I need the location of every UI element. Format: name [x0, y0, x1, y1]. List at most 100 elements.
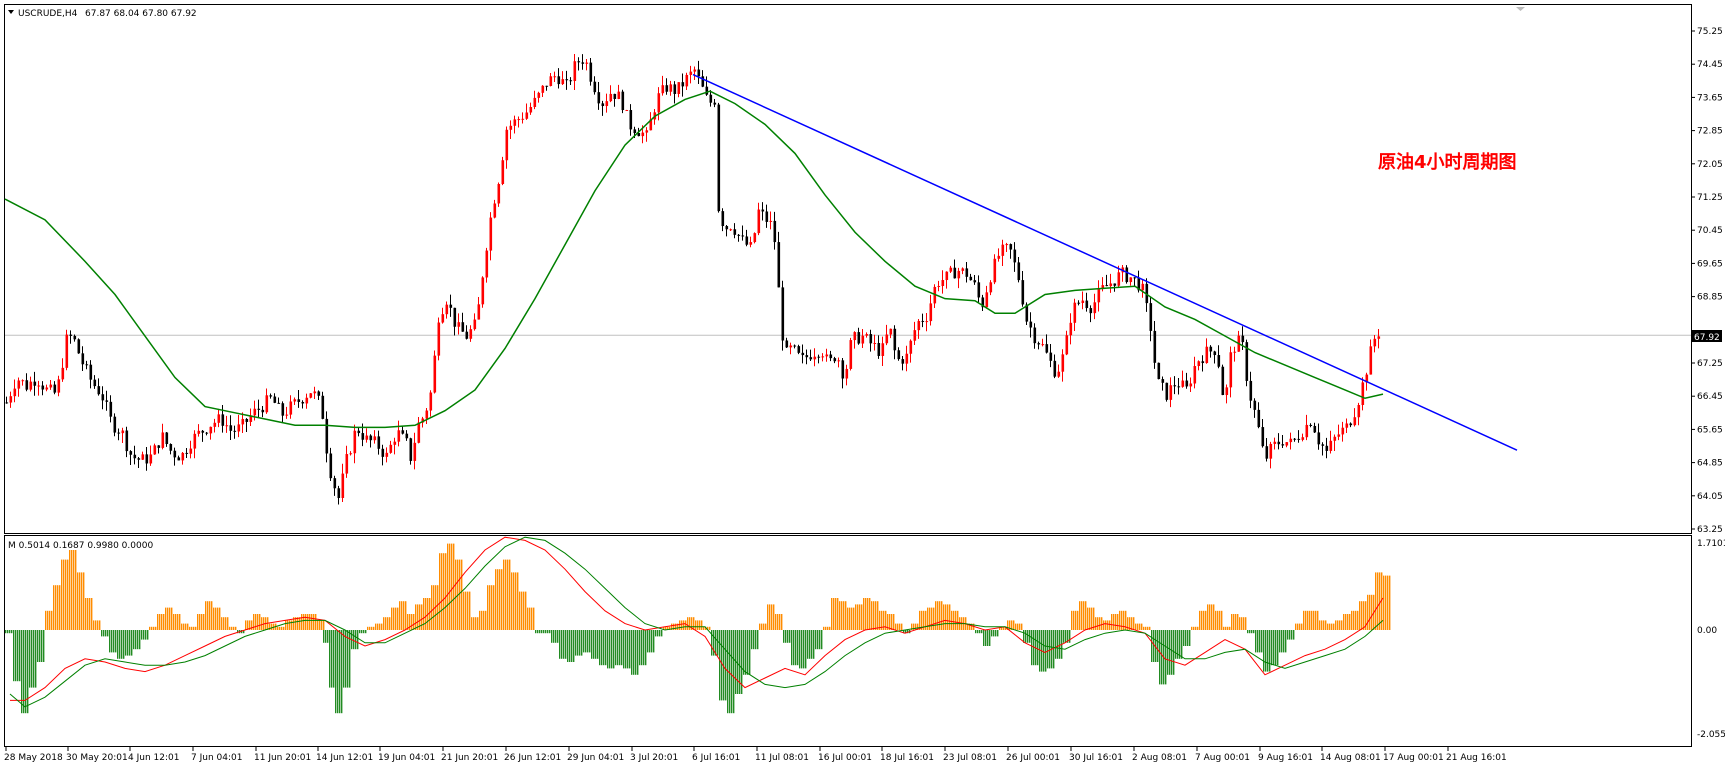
histogram-bar	[613, 630, 615, 669]
histogram-bar	[295, 617, 297, 630]
histogram-bar	[689, 617, 691, 630]
histogram-bar	[531, 607, 533, 630]
candle	[413, 432, 417, 470]
candle	[1105, 274, 1109, 287]
candle	[1017, 256, 1021, 283]
candle	[1093, 293, 1097, 320]
candle	[97, 378, 101, 396]
histogram-bar	[995, 630, 997, 637]
histogram-bar	[1213, 604, 1215, 630]
histogram-bar	[343, 630, 345, 688]
candle	[101, 386, 105, 410]
histogram-bar	[493, 585, 495, 630]
histogram-bar	[41, 630, 43, 662]
histogram-bar	[497, 569, 499, 630]
candle	[21, 379, 25, 386]
candle	[225, 415, 229, 433]
histogram-bar	[855, 604, 857, 630]
histogram-bar	[799, 630, 801, 669]
histogram-bar	[1329, 623, 1331, 630]
histogram-bar	[269, 623, 271, 630]
histogram-bar	[397, 607, 399, 630]
ohlc-values: 67.87 68.04 67.80 67.92	[85, 9, 197, 19]
histogram-bar	[929, 607, 931, 630]
histogram-bar	[1077, 610, 1079, 630]
histogram-bar	[153, 626, 155, 630]
trendline[interactable]	[692, 73, 1518, 451]
histogram-bar	[1201, 610, 1203, 630]
histogram-bar	[923, 610, 925, 630]
histogram-bar	[907, 630, 909, 634]
histogram-bar	[385, 617, 387, 630]
histogram-bar	[369, 626, 371, 630]
histogram-bar	[119, 630, 121, 659]
histogram-bar	[207, 601, 209, 630]
histogram-bar	[1089, 607, 1091, 630]
histogram-bar	[925, 610, 927, 630]
histogram-bar	[179, 614, 181, 630]
histogram-bar	[797, 630, 799, 666]
histogram-bar	[1377, 572, 1379, 630]
candle	[893, 325, 897, 360]
histogram-bar	[693, 617, 695, 630]
histogram-bar	[603, 630, 605, 666]
histogram-bar	[1271, 630, 1273, 666]
histogram-bar	[713, 630, 715, 656]
histogram-bar	[605, 630, 607, 666]
histogram-bar	[77, 572, 79, 630]
candle	[1297, 430, 1301, 443]
chart-shift-marker-icon[interactable]	[1516, 7, 1525, 11]
x-tick-label: 29 Jun 04:01	[567, 753, 624, 763]
candle	[165, 431, 169, 447]
histogram-bar	[1331, 623, 1333, 630]
histogram-bar	[1169, 630, 1171, 675]
candle	[9, 391, 13, 408]
indicator-axis: 1.7101 0.00 -2.0556	[1697, 539, 1725, 740]
candle	[349, 451, 353, 456]
histogram-bar	[331, 630, 333, 688]
histogram-bar	[93, 620, 95, 630]
histogram-bar	[489, 585, 491, 630]
histogram-bar	[15, 630, 17, 682]
candle	[785, 337, 789, 348]
histogram-bar	[515, 572, 517, 630]
x-tick-label: 7 Jun 04:01	[191, 753, 242, 763]
histogram-bar	[221, 617, 223, 630]
candle	[1109, 273, 1113, 293]
histogram-bar	[1347, 614, 1349, 630]
histogram-bar	[715, 630, 717, 656]
candle	[957, 267, 961, 289]
histogram-bar	[1033, 630, 1035, 666]
histogram-bar	[1027, 630, 1029, 643]
candle	[1341, 421, 1345, 442]
candle	[953, 259, 957, 279]
candle	[617, 84, 621, 100]
histogram-bar	[931, 607, 933, 630]
histogram-bar	[623, 630, 625, 669]
candle	[377, 430, 381, 455]
chart-menu-triangle-icon[interactable]	[8, 10, 14, 14]
histogram-bar	[189, 626, 191, 630]
histogram-bar	[1265, 630, 1267, 672]
candle	[1261, 418, 1265, 448]
histogram-bar	[185, 623, 187, 630]
candle	[489, 212, 493, 261]
histogram-bar	[1069, 630, 1071, 643]
histogram-bar	[539, 630, 541, 634]
histogram-bar	[525, 591, 527, 630]
histogram-bar	[753, 630, 755, 650]
trendline-layer[interactable]	[692, 73, 1518, 451]
candle	[397, 420, 401, 447]
candle	[433, 350, 437, 394]
candle	[853, 331, 857, 349]
histogram-bar	[487, 585, 489, 630]
candle	[821, 353, 825, 362]
histogram-bar	[97, 620, 99, 630]
histogram-bar	[1021, 623, 1023, 630]
histogram-bar	[541, 630, 543, 634]
candle	[461, 312, 465, 332]
histogram-bar	[573, 630, 575, 662]
histogram-bar	[601, 630, 603, 666]
candle	[1009, 243, 1013, 259]
